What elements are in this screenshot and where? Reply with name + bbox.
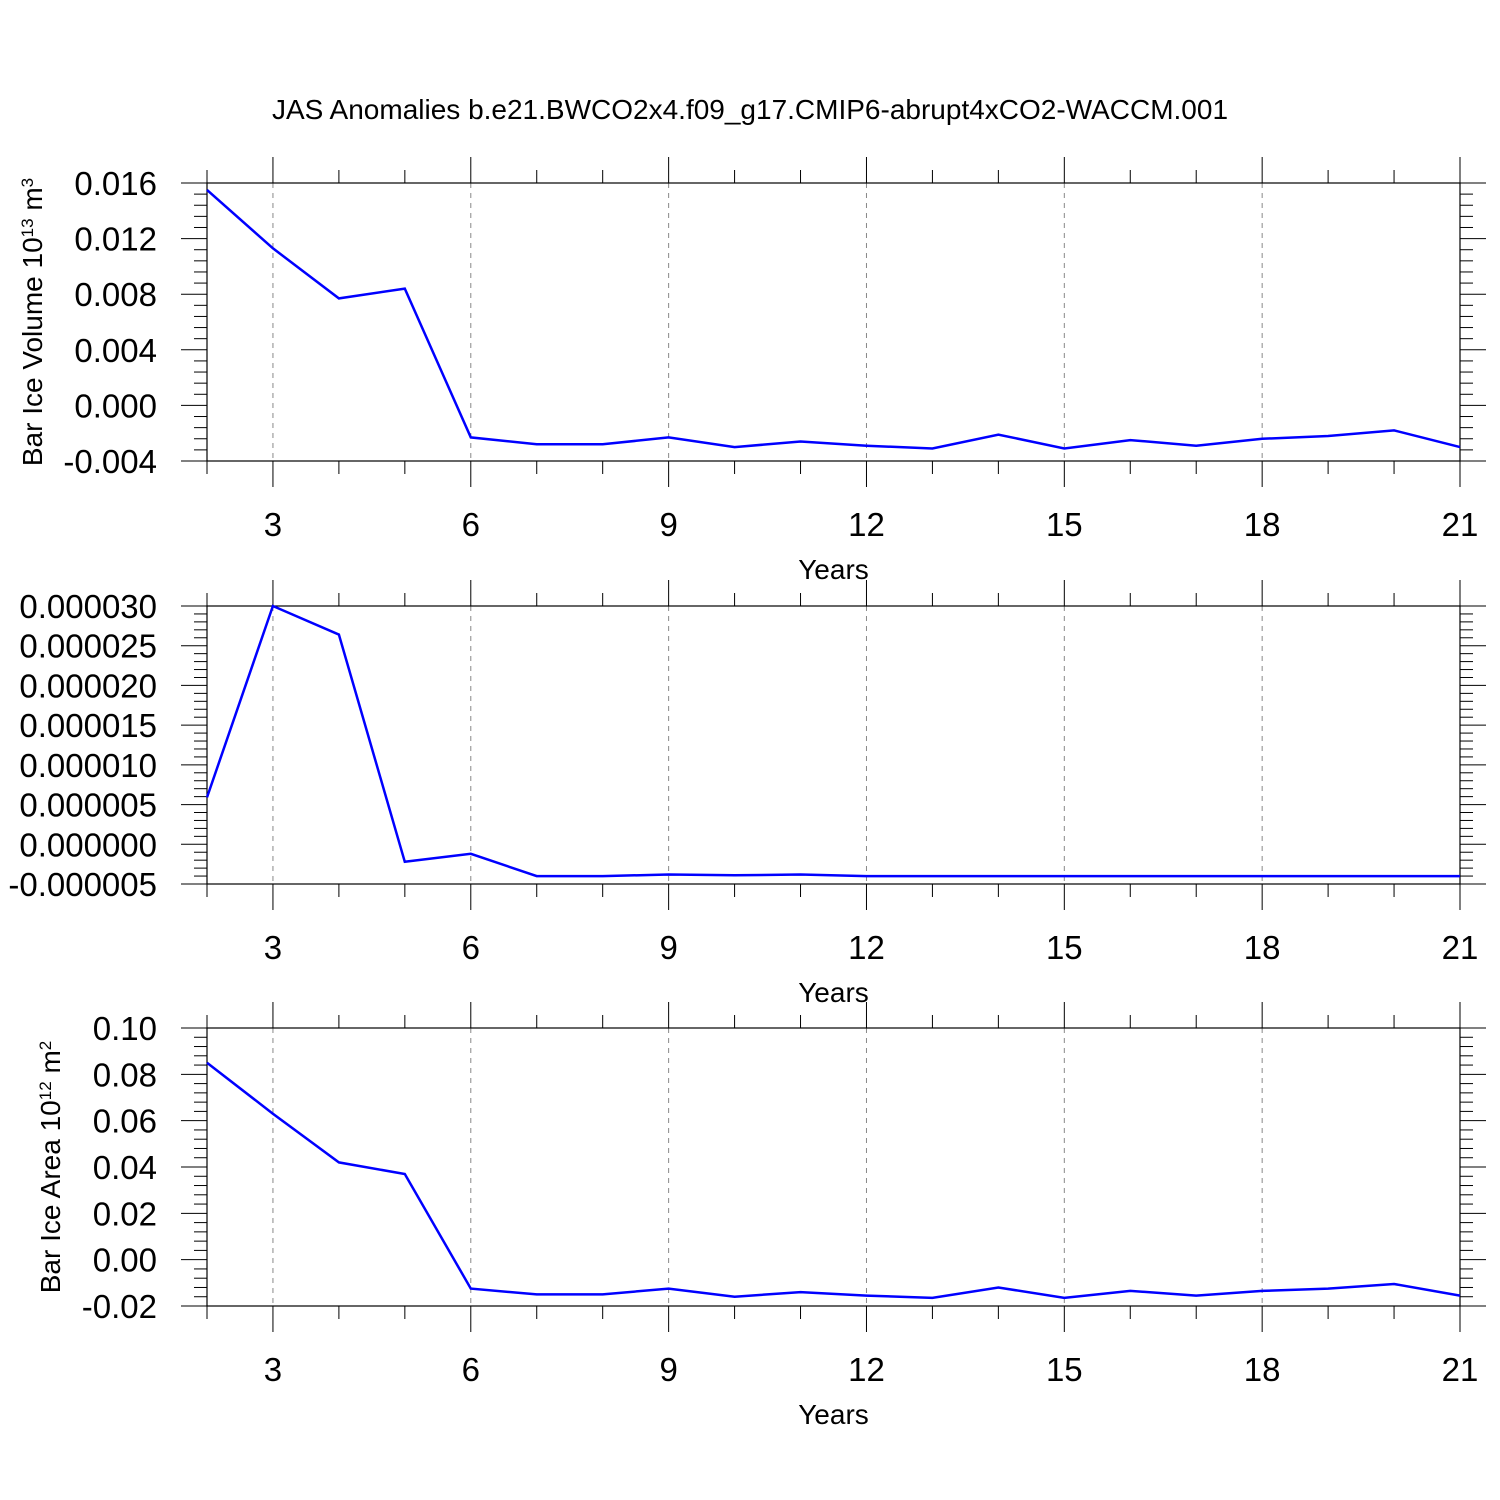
plot-frame	[206, 605, 1461, 885]
x-tick-label: 15	[1046, 929, 1083, 966]
y-tick-label: 0.06	[93, 1103, 157, 1140]
plot-frame	[206, 1027, 1461, 1307]
plot-frame	[206, 182, 1461, 462]
x-tick-label: 12	[848, 506, 885, 543]
x-tick-label: 3	[264, 506, 282, 543]
y-tick-label: 0.000	[74, 387, 157, 424]
y-tick-label: 0.02	[93, 1195, 157, 1232]
chart-panel-2: 3 6 9 12 15 18 21-0.0000050.0000000.0000050.00…	[8, 580, 1486, 1008]
x-tick-label: 21	[1442, 1351, 1479, 1388]
x-tick-label: 9	[659, 1351, 677, 1388]
x-tick-label: 9	[659, 506, 677, 543]
x-tick-label: 15	[1046, 506, 1083, 543]
x-tick-label: 12	[848, 929, 885, 966]
x-axis-label: Years	[798, 554, 869, 585]
x-tick-label: 6	[462, 506, 480, 543]
x-tick-label: 3	[264, 929, 282, 966]
x-tick-label: 21	[1442, 929, 1479, 966]
y-tick-label: 0.04	[93, 1149, 157, 1186]
x-tick-label: 6	[462, 1351, 480, 1388]
figure-title: JAS Anomalies b.e21.BWCO2x4.f09_g17.CMIP…	[272, 94, 1228, 125]
x-axis-label: Years	[798, 977, 869, 1008]
y-tick-label: -0.000005	[8, 866, 157, 903]
y-tick-label: 0.08	[93, 1056, 157, 1093]
data-line	[206, 188, 1461, 450]
x-tick-label: 9	[659, 929, 677, 966]
y-tick-label: 0.000000	[19, 826, 157, 863]
panels: 3 6 9 12 15 18 21 -0.004 0.000 0.004 0.008 0.012 0.0…	[8, 157, 1486, 1430]
y-tick-label: 0.000005	[19, 787, 157, 824]
y-axis-label-text: Bar Ice Volume 10	[17, 237, 48, 466]
x-tick-label: 18	[1244, 929, 1281, 966]
y-tick-label: 0.10	[93, 1010, 157, 1047]
y-tick-label: 0.016	[74, 165, 157, 202]
data-line	[205, 604, 1460, 878]
y-tick-label: 0.012	[74, 221, 157, 258]
y-axis-label: Bar Ice Area 1012 m2	[35, 1041, 66, 1294]
x-axis-label: Years	[798, 1399, 869, 1430]
x-tick-label: 15	[1046, 1351, 1083, 1388]
y-tick-label: 0.004	[74, 332, 157, 369]
y-axis-label-text: Bar Ice Area 10	[35, 1100, 66, 1293]
chart-panel-1: 3 6 9 12 15 18 21 -0.004 0.000 0.004 0.008 0.012 0.0…	[17, 157, 1486, 585]
y-tick-label: 0.000020	[19, 667, 157, 704]
y-tick-label: 0.000015	[19, 707, 157, 744]
y-axis-label-superscript: 2	[36, 1041, 55, 1050]
y-tick-label: -0.004	[63, 443, 157, 480]
chart-panel-3: 3 6 9 12 15 18 21 -0.02 0.00 0.02 0.04 0.06 0.08 0.10…	[35, 1002, 1486, 1430]
y-tick-label: 0.000030	[19, 588, 157, 625]
y-axis-label-text: m	[35, 1050, 66, 1081]
x-tick-label: 18	[1244, 506, 1281, 543]
y-tick-label: 0.000010	[19, 747, 157, 784]
y-axis-label-superscript: 12	[36, 1081, 55, 1100]
y-axis-label: Bar Ice Volume 1013 m3	[17, 178, 48, 466]
data-line	[206, 1061, 1461, 1300]
y-axis-label-superscript: 13	[18, 218, 37, 237]
y-axis-label-text: m	[17, 187, 48, 218]
y-tick-label: -0.02	[82, 1288, 157, 1325]
y-tick-label: 0.008	[74, 276, 157, 313]
x-tick-label: 6	[462, 929, 480, 966]
y-axis-label-superscript: 3	[18, 178, 37, 187]
y-tick-label: 0.000025	[19, 628, 157, 665]
x-tick-label: 18	[1244, 1351, 1281, 1388]
x-tick-label: 21	[1442, 506, 1479, 543]
x-tick-label: 3	[264, 1351, 282, 1388]
x-tick-label: 12	[848, 1351, 885, 1388]
y-tick-label: 0.00	[93, 1242, 157, 1279]
